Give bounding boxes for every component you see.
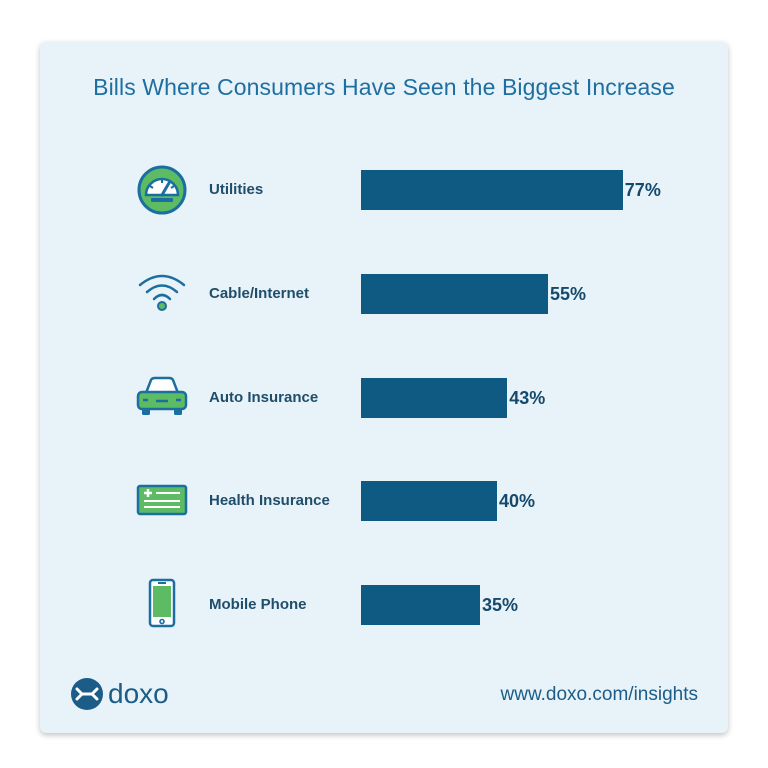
gauge-icon: [137, 165, 187, 215]
health-card-icon: [136, 484, 188, 516]
value-label-mobile-phone: 35%: [482, 595, 519, 615]
value-label-cable-internet: 55%: [550, 284, 587, 304]
chart-title: Bills Where Consumers Have Seen the Bigg…: [93, 74, 675, 100]
category-label-cable-internet: Cable/Internet: [209, 285, 310, 302]
category-label-auto-insurance: Auto Insurance: [209, 389, 319, 406]
value-label-utilities: 77%: [624, 180, 661, 200]
car-icon: [136, 376, 188, 415]
mobile-phone-icon: [148, 578, 176, 628]
bar-health-insurance: [361, 481, 497, 521]
wifi-icon: [138, 274, 186, 311]
value-label-auto-insurance: 43%: [509, 388, 546, 408]
category-label-health-insurance: Health Insurance: [209, 492, 330, 509]
value-label-health-insurance: 40%: [499, 491, 536, 511]
doxo-mark-icon: [71, 678, 103, 710]
category-label-mobile-phone: Mobile Phone: [209, 596, 307, 613]
bar-cable-internet: [361, 274, 548, 314]
category-label-utilities: Utilities: [209, 181, 264, 198]
bar-utilities: [361, 170, 623, 210]
bar-mobile-phone: [361, 585, 480, 625]
bar-auto-insurance: [361, 378, 508, 418]
footer-url-link[interactable]: www.doxo.com/insights: [500, 684, 698, 705]
doxo-logo: doxo: [70, 677, 190, 713]
brand-name: doxo: [108, 678, 169, 709]
